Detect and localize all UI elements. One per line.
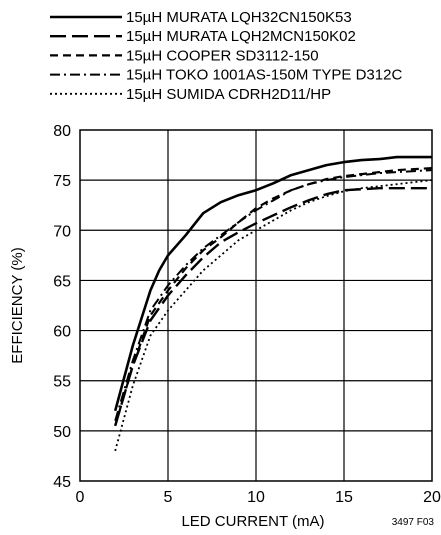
- y-tick-label: 80: [53, 123, 71, 140]
- y-tick-label: 75: [53, 173, 71, 190]
- chart-legend: 15µH MURATA LQH32CN150K53 15µH MURATA LQH…: [50, 9, 402, 103]
- series-line-solid: [113, 155, 432, 412]
- legend-item: 15µH SUMIDA CDRH2D11/HP: [50, 86, 331, 103]
- y-tick-label: 55: [53, 374, 71, 391]
- legend-item: 15µH MURATA LQH32CN150K53: [50, 9, 352, 26]
- y-axis-label: EFFICIENCY (%): [9, 247, 26, 363]
- y-tick-label: 60: [53, 324, 71, 341]
- x-tick-label: 10: [247, 489, 265, 506]
- y-tick-label: 45: [53, 474, 71, 491]
- series-line-dotted: [114, 179, 433, 452]
- figure-id-label: 3497 F03: [392, 517, 435, 528]
- legend-item: 15µH COOPER SD3112-150: [50, 47, 319, 64]
- y-tick-label: 70: [53, 223, 71, 240]
- legend-label: 15µH TOKO 1001AS-150M TYPE D312C: [126, 67, 402, 84]
- x-tick-label: 15: [335, 489, 353, 506]
- chart-tick-labels: 0 5 10 15 20 45 50 55 60 65 70 75 80: [53, 123, 441, 506]
- series-line-long-dash: [114, 187, 432, 427]
- x-tick-label: 0: [76, 489, 85, 506]
- legend-item: 15µH MURATA LQH2MCN150K02: [50, 28, 356, 45]
- x-tick-label: 5: [164, 489, 173, 506]
- chart-gridlines: [80, 130, 432, 481]
- legend-label: 15µH COOPER SD3112-150: [126, 47, 319, 64]
- series-line-short-dash: [114, 167, 433, 427]
- legend-label: 15µH SUMIDA CDRH2D11/HP: [126, 86, 331, 103]
- y-tick-label: 65: [53, 273, 71, 290]
- x-axis-label: LED CURRENT (mA): [181, 513, 324, 530]
- legend-label: 15µH MURATA LQH2MCN150K02: [126, 28, 356, 45]
- x-tick-label: 20: [423, 489, 441, 506]
- legend-label: 15µH MURATA LQH32CN150K53: [126, 9, 352, 26]
- chart-series-layer: [113, 155, 433, 452]
- y-tick-label: 50: [53, 424, 71, 441]
- series-line-dash-dot: [114, 169, 433, 422]
- legend-item: 15µH TOKO 1001AS-150M TYPE D312C: [50, 67, 402, 84]
- plot-area-frame: [79, 129, 433, 482]
